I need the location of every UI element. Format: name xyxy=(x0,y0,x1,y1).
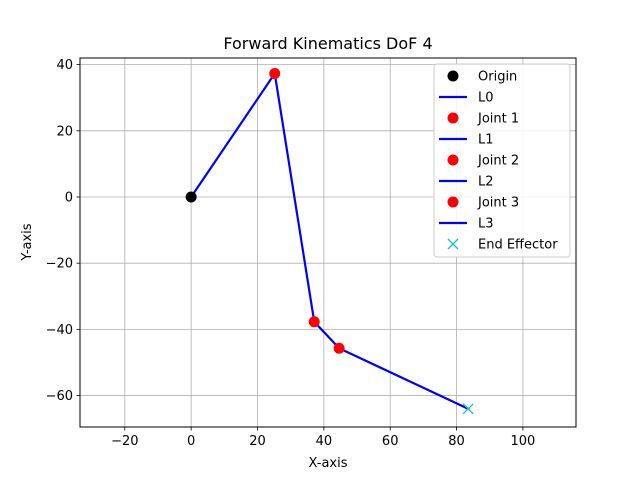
legend-item: L2 xyxy=(439,175,494,190)
legend-item: End Effector xyxy=(447,238,558,253)
y-tick-label: 40 xyxy=(56,58,73,73)
x-tick-label: 0 xyxy=(187,434,195,449)
legend-box xyxy=(433,63,571,258)
legend-item: L0 xyxy=(439,91,494,106)
x-tick-label: 100 xyxy=(511,434,536,449)
end-effector-marker xyxy=(462,403,474,415)
legend-label: End Effector xyxy=(478,238,558,253)
joint-3-marker xyxy=(333,342,345,354)
link-l1 xyxy=(273,72,316,324)
end-effector-cross-b xyxy=(462,403,474,415)
legend-label: L2 xyxy=(478,175,494,190)
y-tick-label: 20 xyxy=(56,124,73,139)
legend-circle-swatch xyxy=(447,154,459,166)
x-axis-label: X-axis xyxy=(309,456,348,471)
legend: Origin L0 Joint 1 L1 Joint 2 L2 Joint 3 L3 End E… xyxy=(433,63,571,258)
x-tick-label: 60 xyxy=(382,434,399,449)
legend-label: Joint 1 xyxy=(477,112,519,127)
markers xyxy=(185,68,474,415)
y-tick-label: −40 xyxy=(46,323,73,338)
x-tick-label: 80 xyxy=(448,434,465,449)
ticks: −20 0 20 40 60 80 100 −60 −40 −20 0 20 40 xyxy=(46,58,536,449)
x-tick-label: −20 xyxy=(111,434,138,449)
x-tick-label: 20 xyxy=(249,434,266,449)
legend-item: L1 xyxy=(439,133,494,148)
joint-2-marker xyxy=(308,316,320,328)
plot-frame xyxy=(79,57,577,428)
link-l0 xyxy=(189,72,277,199)
links xyxy=(189,72,470,411)
legend-item: L3 xyxy=(439,217,494,232)
legend-label: Origin xyxy=(478,70,517,85)
legend-circle-swatch xyxy=(447,112,459,124)
legend-label: L3 xyxy=(478,217,494,232)
y-axis-label: Y-axis xyxy=(20,223,35,261)
link-l2 xyxy=(312,320,341,350)
legend-x-swatch-b xyxy=(447,238,459,250)
legend-label: L1 xyxy=(478,133,494,148)
y-tick-label: 0 xyxy=(65,190,73,205)
x-tick-label: 40 xyxy=(316,434,333,449)
legend-label: L0 xyxy=(478,91,494,106)
legend-circle-swatch xyxy=(447,196,459,208)
link-l3 xyxy=(337,346,470,411)
origin-marker xyxy=(185,191,197,203)
legend-label: Joint 2 xyxy=(477,154,519,169)
chart-title: Forward Kinematics DoF 4 xyxy=(223,34,432,53)
y-tick-label: −20 xyxy=(46,257,73,272)
legend-item: Joint 2 xyxy=(447,154,519,169)
legend-circle-swatch xyxy=(447,70,459,82)
legend-label: Joint 3 xyxy=(477,196,519,211)
y-tick-label: −60 xyxy=(46,389,73,404)
legend-item: Origin xyxy=(447,70,517,85)
legend-item: Joint 3 xyxy=(447,196,519,211)
legend-item: Joint 1 xyxy=(447,112,519,127)
joint-1-marker xyxy=(269,68,281,80)
